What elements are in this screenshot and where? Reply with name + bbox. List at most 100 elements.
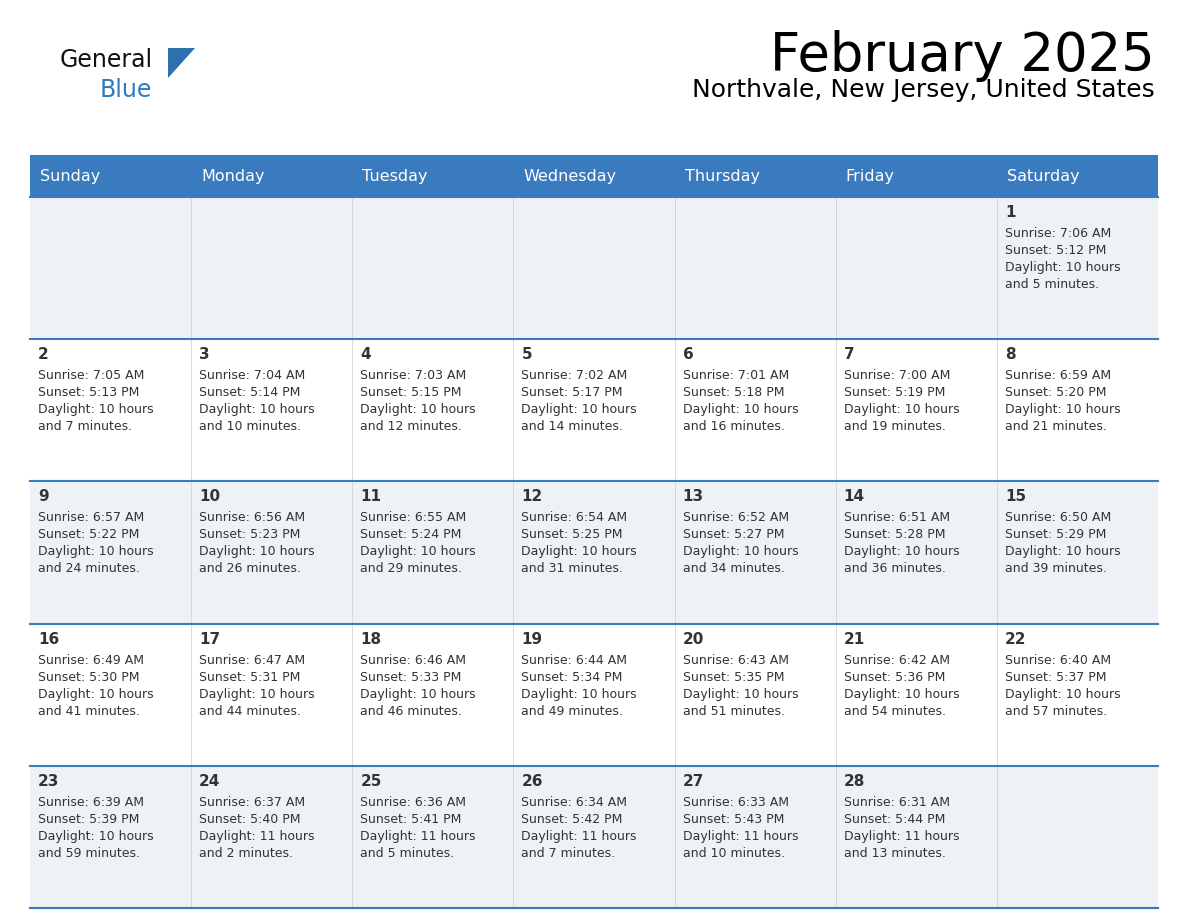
Text: 19: 19 bbox=[522, 632, 543, 646]
Text: Tuesday: Tuesday bbox=[362, 169, 428, 184]
Text: Daylight: 11 hours: Daylight: 11 hours bbox=[522, 830, 637, 843]
Text: and 19 minutes.: and 19 minutes. bbox=[843, 420, 946, 433]
Text: Sunset: 5:43 PM: Sunset: 5:43 PM bbox=[683, 812, 784, 826]
Text: Sunrise: 7:06 AM: Sunrise: 7:06 AM bbox=[1005, 227, 1111, 240]
Text: Sunrise: 6:34 AM: Sunrise: 6:34 AM bbox=[522, 796, 627, 809]
Text: Sunset: 5:13 PM: Sunset: 5:13 PM bbox=[38, 386, 139, 399]
Text: Thursday: Thursday bbox=[684, 169, 759, 184]
Text: Sunset: 5:36 PM: Sunset: 5:36 PM bbox=[843, 671, 946, 684]
Text: Sunset: 5:39 PM: Sunset: 5:39 PM bbox=[38, 812, 139, 826]
Text: Sunday: Sunday bbox=[40, 169, 100, 184]
Text: 10: 10 bbox=[200, 489, 220, 504]
Text: and 26 minutes.: and 26 minutes. bbox=[200, 563, 301, 576]
Text: Sunset: 5:28 PM: Sunset: 5:28 PM bbox=[843, 529, 946, 542]
Text: Sunset: 5:12 PM: Sunset: 5:12 PM bbox=[1005, 244, 1106, 257]
Text: 23: 23 bbox=[38, 774, 59, 789]
Text: Daylight: 10 hours: Daylight: 10 hours bbox=[200, 545, 315, 558]
Text: Sunrise: 6:40 AM: Sunrise: 6:40 AM bbox=[1005, 654, 1111, 666]
Text: Sunrise: 7:02 AM: Sunrise: 7:02 AM bbox=[522, 369, 627, 382]
Text: Sunrise: 6:42 AM: Sunrise: 6:42 AM bbox=[843, 654, 949, 666]
Text: Sunrise: 6:57 AM: Sunrise: 6:57 AM bbox=[38, 511, 144, 524]
Text: Sunset: 5:27 PM: Sunset: 5:27 PM bbox=[683, 529, 784, 542]
Text: Sunset: 5:41 PM: Sunset: 5:41 PM bbox=[360, 812, 462, 826]
Text: and 2 minutes.: and 2 minutes. bbox=[200, 846, 293, 860]
Text: Daylight: 10 hours: Daylight: 10 hours bbox=[1005, 261, 1120, 274]
Text: Monday: Monday bbox=[201, 169, 265, 184]
Text: 20: 20 bbox=[683, 632, 704, 646]
Text: and 36 minutes.: and 36 minutes. bbox=[843, 563, 946, 576]
Text: Sunrise: 6:37 AM: Sunrise: 6:37 AM bbox=[200, 796, 305, 809]
Text: Sunset: 5:24 PM: Sunset: 5:24 PM bbox=[360, 529, 462, 542]
Text: Wednesday: Wednesday bbox=[524, 169, 617, 184]
Text: 6: 6 bbox=[683, 347, 694, 363]
Text: Sunset: 5:37 PM: Sunset: 5:37 PM bbox=[1005, 671, 1106, 684]
Text: and 21 minutes.: and 21 minutes. bbox=[1005, 420, 1107, 433]
Text: Sunrise: 7:01 AM: Sunrise: 7:01 AM bbox=[683, 369, 789, 382]
Text: Daylight: 10 hours: Daylight: 10 hours bbox=[843, 545, 960, 558]
Text: 11: 11 bbox=[360, 489, 381, 504]
Text: 18: 18 bbox=[360, 632, 381, 646]
Text: Daylight: 11 hours: Daylight: 11 hours bbox=[843, 830, 959, 843]
Text: Sunrise: 6:50 AM: Sunrise: 6:50 AM bbox=[1005, 511, 1111, 524]
Bar bbox=[30, 623, 1158, 766]
Text: 26: 26 bbox=[522, 774, 543, 789]
Bar bbox=[30, 766, 1158, 908]
Text: and 51 minutes.: and 51 minutes. bbox=[683, 705, 784, 718]
Text: Daylight: 11 hours: Daylight: 11 hours bbox=[360, 830, 475, 843]
Text: and 5 minutes.: and 5 minutes. bbox=[1005, 278, 1099, 291]
Text: Sunset: 5:29 PM: Sunset: 5:29 PM bbox=[1005, 529, 1106, 542]
Text: Sunset: 5:14 PM: Sunset: 5:14 PM bbox=[200, 386, 301, 399]
Text: 17: 17 bbox=[200, 632, 220, 646]
Text: and 24 minutes.: and 24 minutes. bbox=[38, 563, 140, 576]
Text: and 12 minutes.: and 12 minutes. bbox=[360, 420, 462, 433]
Bar bbox=[30, 481, 1158, 623]
Text: 4: 4 bbox=[360, 347, 371, 363]
Text: 12: 12 bbox=[522, 489, 543, 504]
Text: Sunset: 5:20 PM: Sunset: 5:20 PM bbox=[1005, 386, 1106, 399]
Text: February 2025: February 2025 bbox=[770, 30, 1155, 82]
Text: Sunset: 5:30 PM: Sunset: 5:30 PM bbox=[38, 671, 139, 684]
Text: Sunrise: 6:54 AM: Sunrise: 6:54 AM bbox=[522, 511, 627, 524]
Bar bbox=[30, 155, 1158, 197]
Text: Sunrise: 6:59 AM: Sunrise: 6:59 AM bbox=[1005, 369, 1111, 382]
Text: and 34 minutes.: and 34 minutes. bbox=[683, 563, 784, 576]
Text: Sunrise: 6:51 AM: Sunrise: 6:51 AM bbox=[843, 511, 950, 524]
Polygon shape bbox=[168, 48, 195, 78]
Text: Daylight: 10 hours: Daylight: 10 hours bbox=[843, 403, 960, 416]
Text: Daylight: 11 hours: Daylight: 11 hours bbox=[683, 830, 798, 843]
Text: Sunset: 5:25 PM: Sunset: 5:25 PM bbox=[522, 529, 623, 542]
Text: 25: 25 bbox=[360, 774, 381, 789]
Text: Daylight: 10 hours: Daylight: 10 hours bbox=[683, 688, 798, 700]
Text: Sunset: 5:31 PM: Sunset: 5:31 PM bbox=[200, 671, 301, 684]
Text: and 49 minutes.: and 49 minutes. bbox=[522, 705, 624, 718]
Text: and 46 minutes.: and 46 minutes. bbox=[360, 705, 462, 718]
Text: Daylight: 10 hours: Daylight: 10 hours bbox=[38, 688, 153, 700]
Text: 13: 13 bbox=[683, 489, 703, 504]
Text: Sunset: 5:19 PM: Sunset: 5:19 PM bbox=[843, 386, 946, 399]
Text: Daylight: 10 hours: Daylight: 10 hours bbox=[360, 545, 476, 558]
Text: 14: 14 bbox=[843, 489, 865, 504]
Text: Saturday: Saturday bbox=[1007, 169, 1080, 184]
Text: 27: 27 bbox=[683, 774, 704, 789]
Text: Sunset: 5:44 PM: Sunset: 5:44 PM bbox=[843, 812, 946, 826]
Text: Sunset: 5:22 PM: Sunset: 5:22 PM bbox=[38, 529, 139, 542]
Text: 22: 22 bbox=[1005, 632, 1026, 646]
Text: and 5 minutes.: and 5 minutes. bbox=[360, 846, 455, 860]
Text: and 7 minutes.: and 7 minutes. bbox=[38, 420, 132, 433]
Text: Sunrise: 6:33 AM: Sunrise: 6:33 AM bbox=[683, 796, 789, 809]
Text: Sunrise: 6:31 AM: Sunrise: 6:31 AM bbox=[843, 796, 949, 809]
Text: 16: 16 bbox=[38, 632, 59, 646]
Text: Daylight: 11 hours: Daylight: 11 hours bbox=[200, 830, 315, 843]
Text: Sunrise: 6:55 AM: Sunrise: 6:55 AM bbox=[360, 511, 467, 524]
Text: Sunrise: 6:52 AM: Sunrise: 6:52 AM bbox=[683, 511, 789, 524]
Text: Daylight: 10 hours: Daylight: 10 hours bbox=[200, 688, 315, 700]
Text: and 57 minutes.: and 57 minutes. bbox=[1005, 705, 1107, 718]
Text: Daylight: 10 hours: Daylight: 10 hours bbox=[1005, 403, 1120, 416]
Text: Daylight: 10 hours: Daylight: 10 hours bbox=[200, 403, 315, 416]
Text: 28: 28 bbox=[843, 774, 865, 789]
Text: 21: 21 bbox=[843, 632, 865, 646]
Text: 15: 15 bbox=[1005, 489, 1026, 504]
Text: and 10 minutes.: and 10 minutes. bbox=[683, 846, 784, 860]
Text: Sunrise: 6:46 AM: Sunrise: 6:46 AM bbox=[360, 654, 466, 666]
Text: Sunset: 5:15 PM: Sunset: 5:15 PM bbox=[360, 386, 462, 399]
